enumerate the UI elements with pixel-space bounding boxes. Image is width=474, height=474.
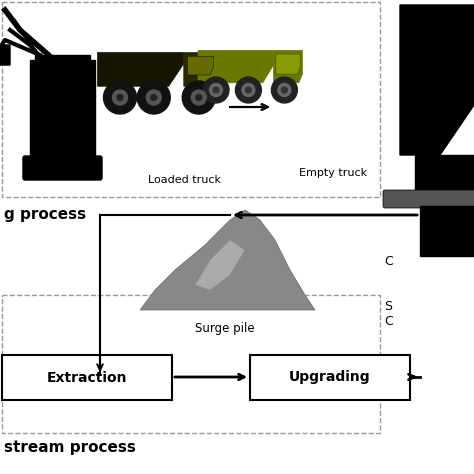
Circle shape — [272, 77, 297, 103]
Circle shape — [213, 87, 219, 93]
Text: C: C — [384, 255, 393, 268]
Circle shape — [103, 81, 137, 114]
Circle shape — [282, 87, 287, 93]
FancyBboxPatch shape — [250, 355, 410, 400]
FancyBboxPatch shape — [23, 156, 102, 180]
Text: Empty truck: Empty truck — [299, 168, 367, 178]
Polygon shape — [98, 53, 184, 86]
Polygon shape — [273, 50, 302, 83]
Text: Extraction: Extraction — [47, 371, 127, 384]
Polygon shape — [140, 210, 315, 310]
Circle shape — [242, 83, 255, 97]
Polygon shape — [276, 54, 300, 74]
Polygon shape — [415, 155, 474, 190]
Text: g process: g process — [4, 207, 86, 222]
Polygon shape — [184, 53, 218, 86]
Circle shape — [278, 83, 291, 97]
Circle shape — [210, 83, 222, 97]
FancyBboxPatch shape — [420, 206, 474, 256]
Polygon shape — [198, 50, 273, 83]
Text: C: C — [384, 315, 393, 328]
Circle shape — [27, 160, 43, 176]
Polygon shape — [35, 55, 90, 90]
Circle shape — [146, 90, 161, 105]
Polygon shape — [400, 5, 474, 155]
Circle shape — [203, 77, 229, 103]
Circle shape — [67, 160, 83, 176]
Circle shape — [84, 160, 100, 176]
FancyBboxPatch shape — [383, 190, 474, 208]
Text: S: S — [384, 300, 392, 313]
FancyBboxPatch shape — [2, 355, 172, 400]
Circle shape — [47, 160, 63, 176]
Circle shape — [196, 94, 202, 100]
Circle shape — [117, 94, 123, 100]
Circle shape — [137, 81, 170, 114]
Circle shape — [112, 90, 128, 105]
Circle shape — [151, 94, 157, 100]
Text: Loaded truck: Loaded truck — [148, 175, 221, 185]
Polygon shape — [195, 240, 245, 290]
Text: stream process: stream process — [4, 440, 136, 455]
Text: Upgrading: Upgrading — [289, 371, 371, 384]
Circle shape — [182, 81, 215, 114]
Polygon shape — [0, 45, 10, 65]
Circle shape — [246, 87, 251, 93]
Polygon shape — [188, 56, 214, 75]
Circle shape — [236, 77, 261, 103]
Text: Surge pile: Surge pile — [195, 322, 255, 335]
Circle shape — [191, 90, 206, 105]
Polygon shape — [30, 60, 95, 170]
